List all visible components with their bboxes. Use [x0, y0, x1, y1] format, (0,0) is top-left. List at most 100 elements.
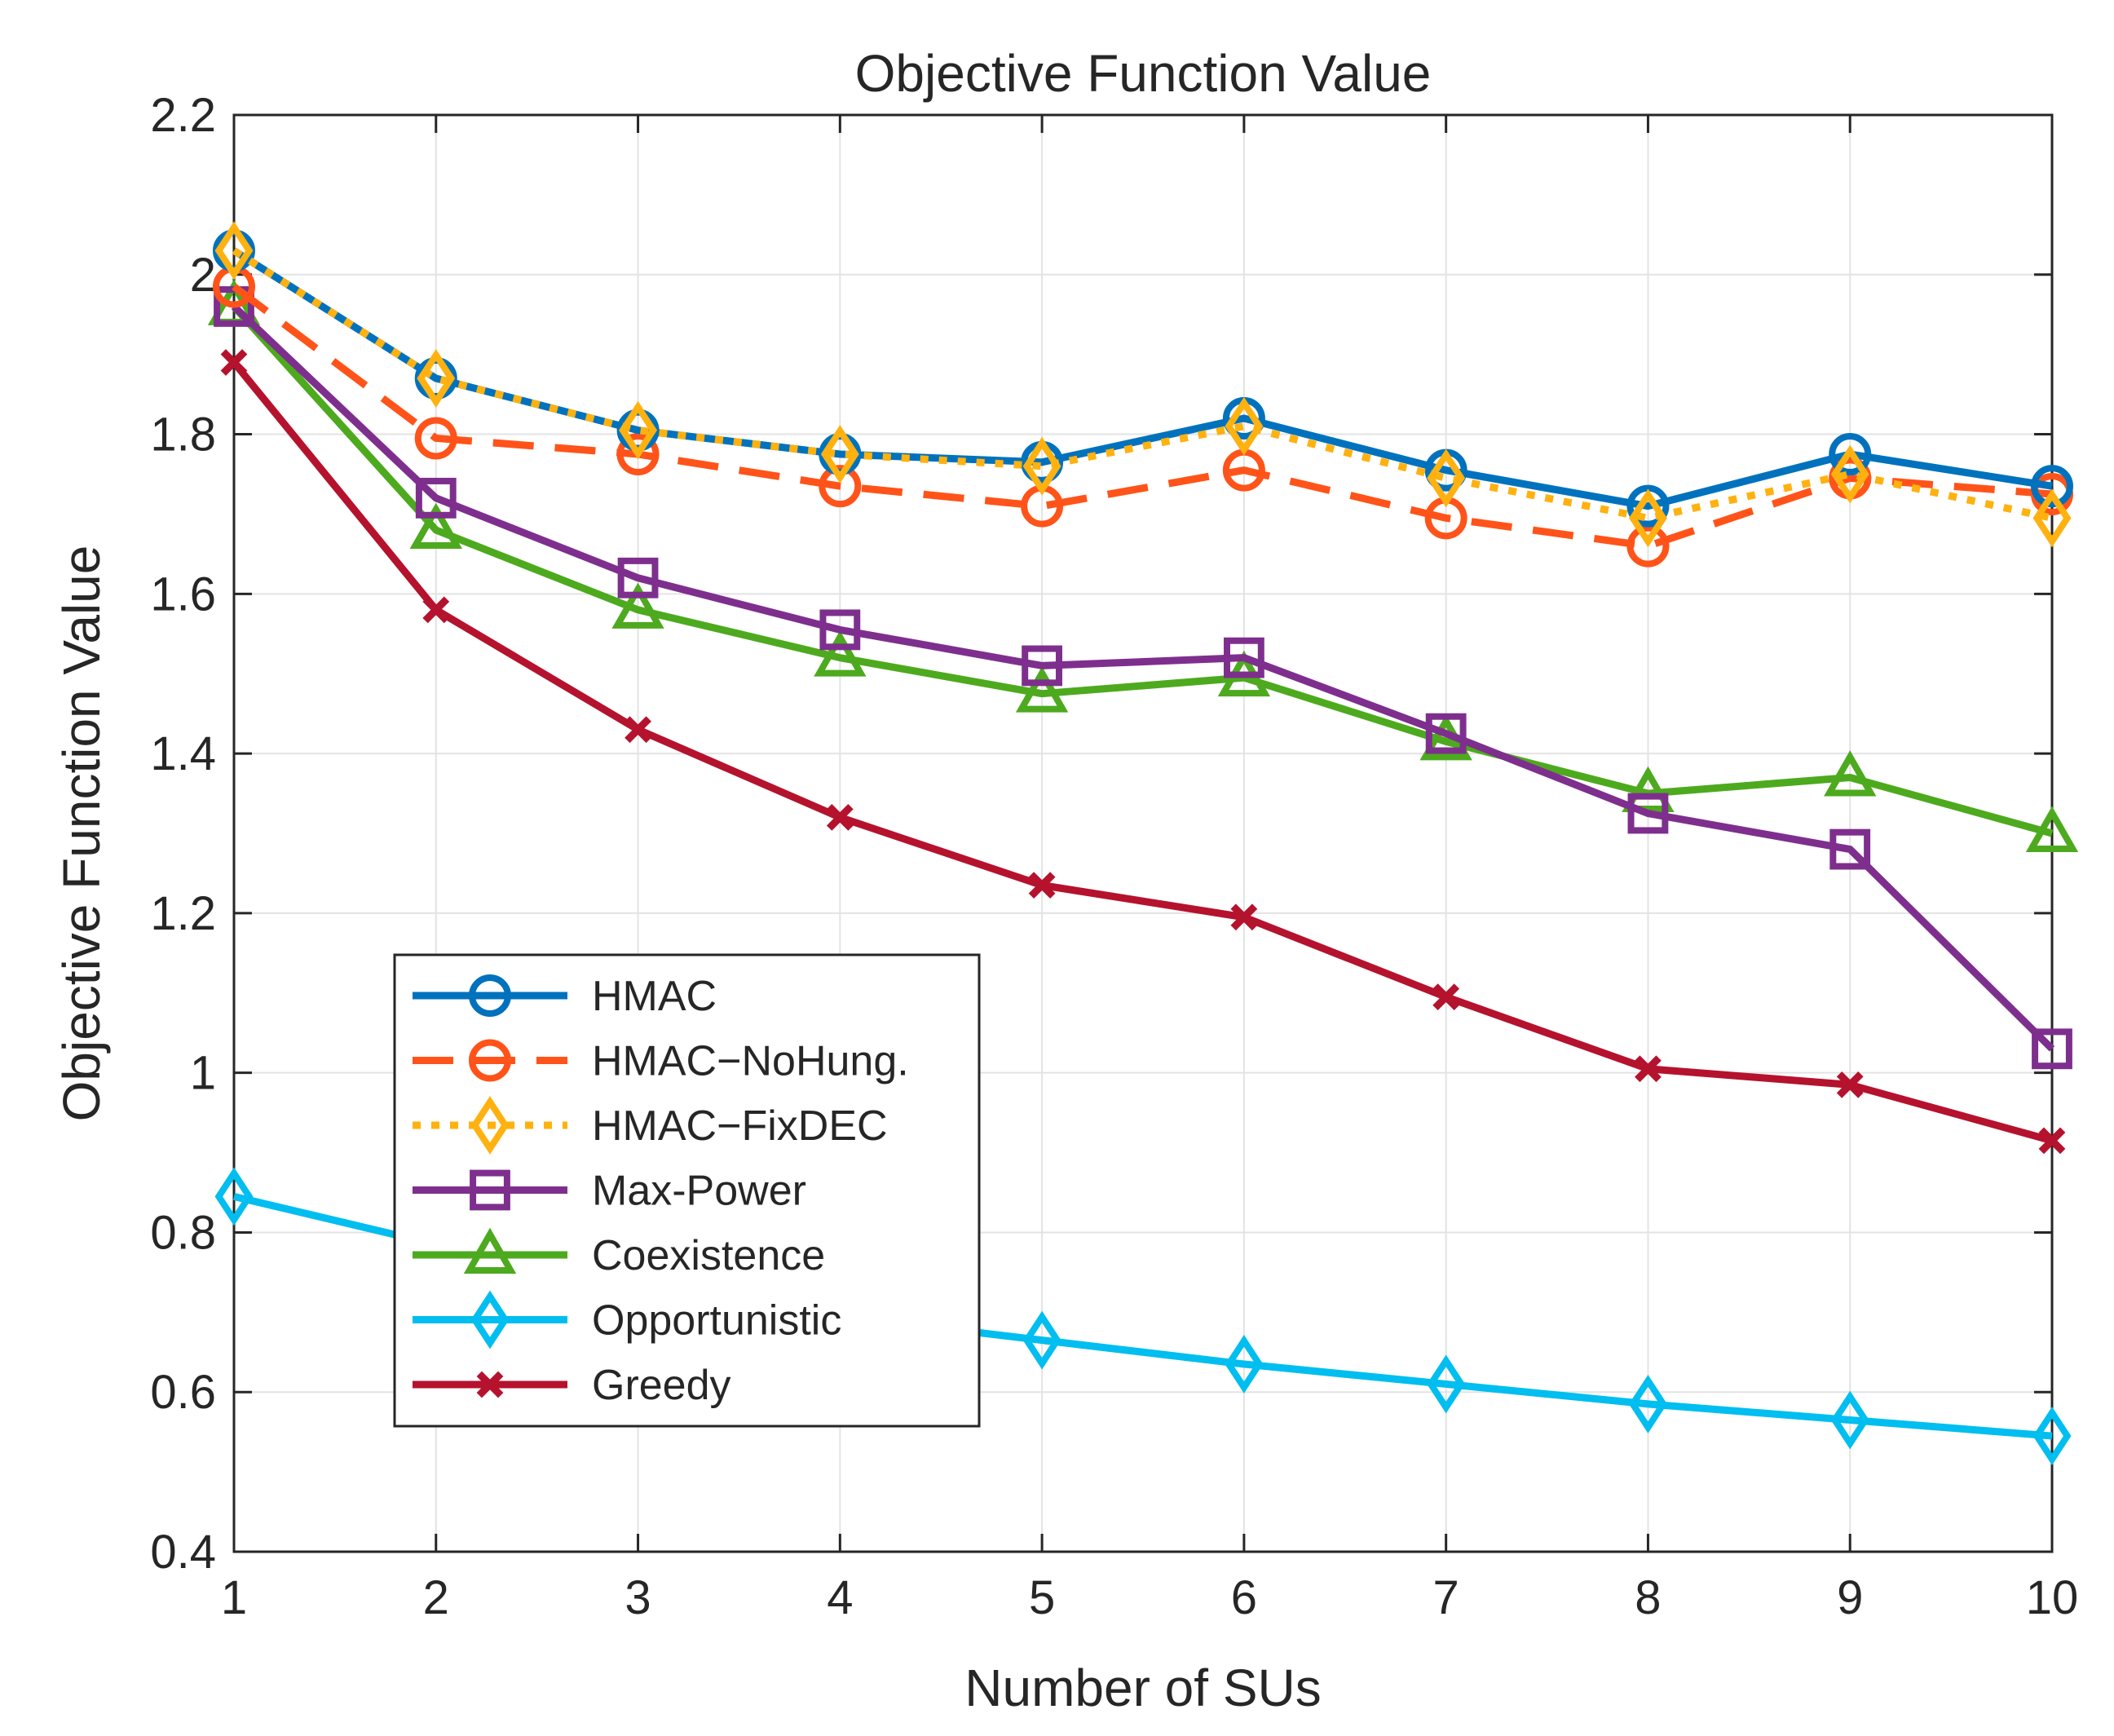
x-tick-label: 10: [2026, 1571, 2079, 1624]
data-point: [616, 433, 660, 476]
data-point: [2032, 1028, 2072, 1070]
x-tick-label: 4: [827, 1571, 853, 1624]
data-point: [2032, 488, 2072, 548]
legend-marker: [470, 1169, 510, 1211]
data-point: [1635, 1055, 1662, 1083]
data-point: [611, 582, 664, 629]
legend-marker: [463, 1227, 517, 1274]
x-tick-label: 1: [221, 1571, 247, 1624]
data-point: [409, 502, 462, 549]
legend-item: Max-Power: [413, 1168, 806, 1215]
data-point: [1022, 645, 1063, 687]
data-point: [1626, 524, 1670, 568]
data-point: [1230, 903, 1258, 931]
data-point: [1622, 766, 1675, 813]
legend-label: HMAC: [592, 973, 717, 1020]
y-tick-label: 2.2: [150, 89, 216, 142]
series-line: [232, 247, 2053, 522]
legend-item: Greedy: [413, 1362, 731, 1409]
series-max-power: [214, 286, 2072, 1070]
data-point: [1830, 1390, 1869, 1450]
data-point: [415, 477, 457, 519]
data-point: [1628, 488, 1667, 548]
legend-marker: [476, 1371, 504, 1398]
data-point: [1829, 828, 1871, 870]
x-axis-label: Number of SUs: [964, 1659, 1321, 1717]
chart-title: Objective Function Value: [855, 44, 1432, 103]
legend-item: Opportunistic: [413, 1290, 841, 1349]
data-point: [617, 557, 659, 599]
data-point: [1627, 793, 1669, 834]
data-point: [1015, 666, 1069, 713]
series-layer: [207, 221, 2079, 1465]
data-point: [1223, 637, 1264, 678]
x-tick-label: 6: [1231, 1571, 1257, 1624]
series-hmac-fixdec: [214, 221, 2072, 548]
data-point: [1028, 872, 1056, 899]
data-point: [619, 400, 658, 460]
data-point: [820, 425, 859, 484]
legend-label: HMAC−NoHung.: [592, 1038, 909, 1085]
data-point: [220, 349, 248, 376]
legend-marker: [469, 1039, 511, 1082]
series-greedy: [220, 349, 2066, 1155]
data-point: [1022, 436, 1061, 496]
data-point: [1225, 396, 1264, 456]
data-point: [624, 716, 651, 744]
data-point: [1427, 1354, 1466, 1414]
x-tick-label: 2: [423, 1571, 449, 1624]
data-point: [214, 221, 254, 280]
data-point: [422, 596, 450, 624]
y-tick-label: 2: [190, 249, 216, 302]
y-tick-label: 1.6: [150, 568, 216, 621]
y-tick-label: 1.4: [150, 727, 216, 780]
y-tick-label: 1: [190, 1047, 216, 1100]
data-point: [1626, 484, 1670, 528]
axis-ticks: 1 2 3 4 5 6 7 8 9 10 0.4 0.6 0.8 1 1.2 1.4 1.6 1.8 2 2.2: [150, 89, 2078, 1624]
data-point: [1628, 1374, 1667, 1433]
data-point: [2031, 465, 2073, 508]
legend-label: Max-Power: [592, 1168, 806, 1215]
y-tick-label: 0.6: [150, 1366, 216, 1419]
x-tick-label: 9: [1837, 1571, 1863, 1624]
legend-label: Coexistence: [592, 1232, 825, 1279]
data-point: [826, 804, 854, 831]
y-axis-label: Objective Function Value: [52, 546, 111, 1122]
data-point: [1022, 1310, 1061, 1370]
legend-label: Opportunistic: [592, 1297, 841, 1345]
axes-box: [232, 113, 2054, 1553]
data-point: [1432, 983, 1460, 1011]
x-tick-label: 7: [1433, 1571, 1459, 1624]
data-point: [814, 630, 867, 677]
legend-label: Greedy: [592, 1362, 731, 1409]
series-line: [232, 283, 2053, 550]
y-tick-label: 0.4: [150, 1526, 216, 1579]
series-line: [231, 303, 2055, 1052]
legend: HMAC HMAC−NoHung. HMAC−FixDEC Max-Power Coex…: [393, 953, 981, 1428]
x-tick-label: 3: [624, 1571, 651, 1624]
legend-label: HMAC−FixDEC: [592, 1102, 888, 1150]
data-point: [819, 465, 862, 508]
data-point: [1225, 1335, 1264, 1394]
data-point: [1425, 713, 1467, 754]
data-point: [1830, 444, 1869, 504]
series-line: [231, 360, 2054, 1145]
data-point: [1829, 433, 1872, 476]
legend-item: HMAC: [413, 973, 717, 1020]
data-point: [819, 609, 861, 651]
legend-marker: [470, 1290, 510, 1349]
data-point: [417, 349, 456, 408]
legend-marker: [469, 974, 511, 1017]
x-tick-label: 5: [1029, 1571, 1055, 1624]
legend-item: Coexistence: [413, 1227, 825, 1279]
legend-item: HMAC−FixDEC: [413, 1096, 888, 1155]
y-tick-label: 0.8: [150, 1206, 216, 1259]
y-tick-label: 1.2: [150, 887, 216, 940]
data-point: [2032, 1407, 2072, 1465]
data-point: [1836, 1071, 1864, 1098]
data-point: [2025, 806, 2079, 852]
data-point: [1824, 750, 1877, 797]
data-point: [414, 417, 457, 460]
